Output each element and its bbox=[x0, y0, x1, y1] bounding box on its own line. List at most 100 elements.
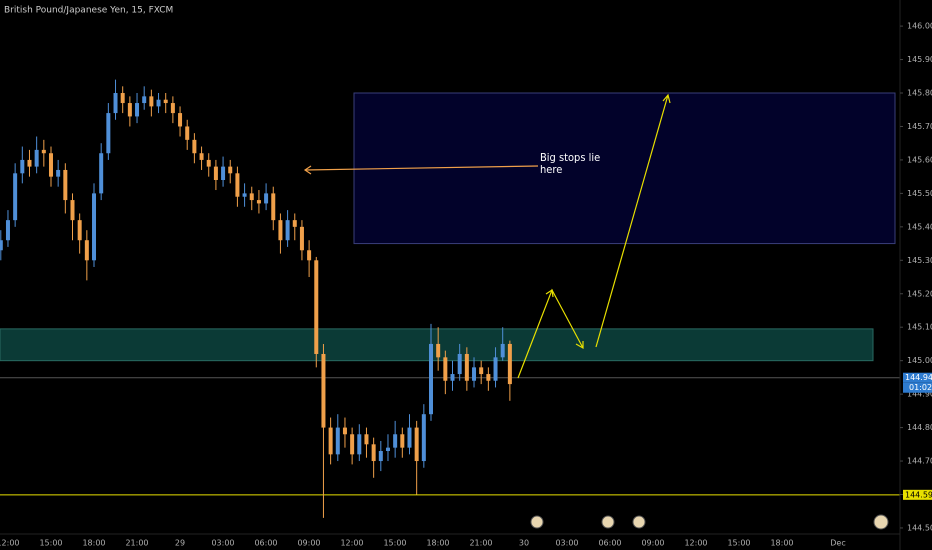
candle-body bbox=[113, 93, 118, 114]
x-tick-label: 09:00 bbox=[297, 539, 320, 548]
level-badge bbox=[903, 372, 932, 383]
candle-body bbox=[135, 103, 140, 117]
event-icon bbox=[632, 515, 646, 529]
candle-body bbox=[378, 451, 383, 462]
candle-body bbox=[5, 220, 10, 241]
candle-body bbox=[156, 99, 161, 107]
candle-body bbox=[464, 353, 469, 381]
y-tick-label: 144.800 bbox=[907, 423, 932, 432]
x-tick-label: Dec bbox=[830, 539, 845, 548]
event-icon bbox=[601, 515, 615, 529]
candle-body bbox=[472, 367, 477, 381]
level-badge bbox=[903, 489, 932, 500]
event-icon bbox=[530, 515, 544, 529]
candle-body bbox=[307, 250, 312, 261]
candle-body bbox=[314, 260, 319, 354]
y-tick-label: 145.700 bbox=[907, 122, 932, 131]
x-tick-label: 30 bbox=[519, 539, 529, 548]
candle-body bbox=[56, 169, 61, 177]
candle-body bbox=[27, 159, 32, 167]
candle-body bbox=[436, 343, 441, 358]
candle-body bbox=[407, 427, 412, 448]
candle-body bbox=[192, 139, 197, 154]
event-icons bbox=[530, 514, 889, 530]
x-tick-label: 15:00 bbox=[727, 539, 750, 548]
candle-body bbox=[321, 353, 326, 428]
candle-body bbox=[92, 193, 97, 261]
candle-body bbox=[357, 434, 362, 455]
x-tick-label: 06:00 bbox=[254, 539, 277, 548]
candle-body bbox=[350, 434, 355, 455]
candle-body bbox=[70, 200, 75, 221]
candle-body bbox=[242, 193, 247, 197]
x-tick-label: 12:00 bbox=[684, 539, 707, 548]
candle-body bbox=[170, 103, 175, 114]
x-tick-label: 21:00 bbox=[125, 539, 148, 548]
y-tick-label: 145.500 bbox=[907, 189, 932, 198]
annotation: Big stops lie here bbox=[540, 152, 601, 176]
candle-body bbox=[486, 374, 491, 381]
candle-body bbox=[249, 193, 254, 201]
candle-body bbox=[507, 343, 512, 385]
candle-body bbox=[0, 240, 3, 251]
candle-body bbox=[400, 434, 405, 448]
candle-body bbox=[199, 153, 204, 160]
candle-body bbox=[63, 169, 68, 201]
y-tick-label: 146.000 bbox=[907, 22, 932, 31]
candle-body bbox=[77, 220, 82, 241]
x-tick-label: 03:00 bbox=[555, 539, 578, 548]
candle-body bbox=[450, 374, 455, 381]
level-label: 144.949 bbox=[905, 373, 932, 382]
candle-body bbox=[500, 343, 505, 358]
y-tick-label: 145.600 bbox=[907, 155, 932, 164]
candle-body bbox=[479, 367, 484, 375]
candle-body bbox=[213, 166, 218, 180]
candle-body bbox=[163, 99, 168, 104]
candle-body bbox=[256, 200, 261, 204]
candle-body bbox=[206, 159, 211, 167]
y-tick-label: 144.700 bbox=[907, 457, 932, 466]
yellow-arrow bbox=[595, 94, 669, 348]
candle-body bbox=[34, 149, 39, 167]
x-tick-label: 21:00 bbox=[469, 539, 492, 548]
zone bbox=[353, 92, 896, 245]
candle-body bbox=[20, 159, 25, 174]
candle-body bbox=[393, 434, 398, 448]
candle-body bbox=[285, 220, 290, 241]
candle-body bbox=[371, 444, 376, 462]
candle-body bbox=[120, 93, 125, 104]
candle-body bbox=[84, 240, 89, 261]
candle-body bbox=[278, 220, 283, 241]
candle-body bbox=[264, 193, 269, 204]
x-tick-label: 06:00 bbox=[598, 539, 621, 548]
candle-body bbox=[493, 357, 498, 381]
candle-body bbox=[335, 427, 340, 455]
candle-body bbox=[149, 96, 154, 107]
axes: 144.500144.600144.700144.800144.900145.0… bbox=[0, 22, 932, 548]
x-tick-label: 18:00 bbox=[770, 539, 793, 548]
candle-body bbox=[421, 414, 426, 462]
candle-body bbox=[364, 434, 369, 445]
candles bbox=[0, 79, 512, 518]
candle-body bbox=[178, 113, 183, 127]
x-tick-label: 18:00 bbox=[82, 539, 105, 548]
x-tick-label: 18:00 bbox=[426, 539, 449, 548]
candle-body bbox=[48, 153, 53, 177]
x-tick-label: 09:00 bbox=[641, 539, 664, 548]
yellow-arrowhead bbox=[662, 93, 671, 104]
candle-body bbox=[443, 357, 448, 381]
x-tick-label: 03:00 bbox=[211, 539, 234, 548]
candle-body bbox=[41, 149, 46, 154]
x-tick-label: 12:00 bbox=[0, 539, 20, 548]
countdown-badge bbox=[903, 382, 932, 393]
y-tick-label: 145.800 bbox=[907, 89, 932, 98]
candle-body bbox=[142, 96, 147, 104]
candle-body bbox=[299, 226, 304, 251]
level-label: 144.599 bbox=[905, 490, 932, 499]
candle-body bbox=[429, 343, 433, 415]
candle-body bbox=[235, 173, 240, 197]
event-icon bbox=[873, 514, 889, 530]
x-tick-label: 12:00 bbox=[340, 539, 363, 548]
